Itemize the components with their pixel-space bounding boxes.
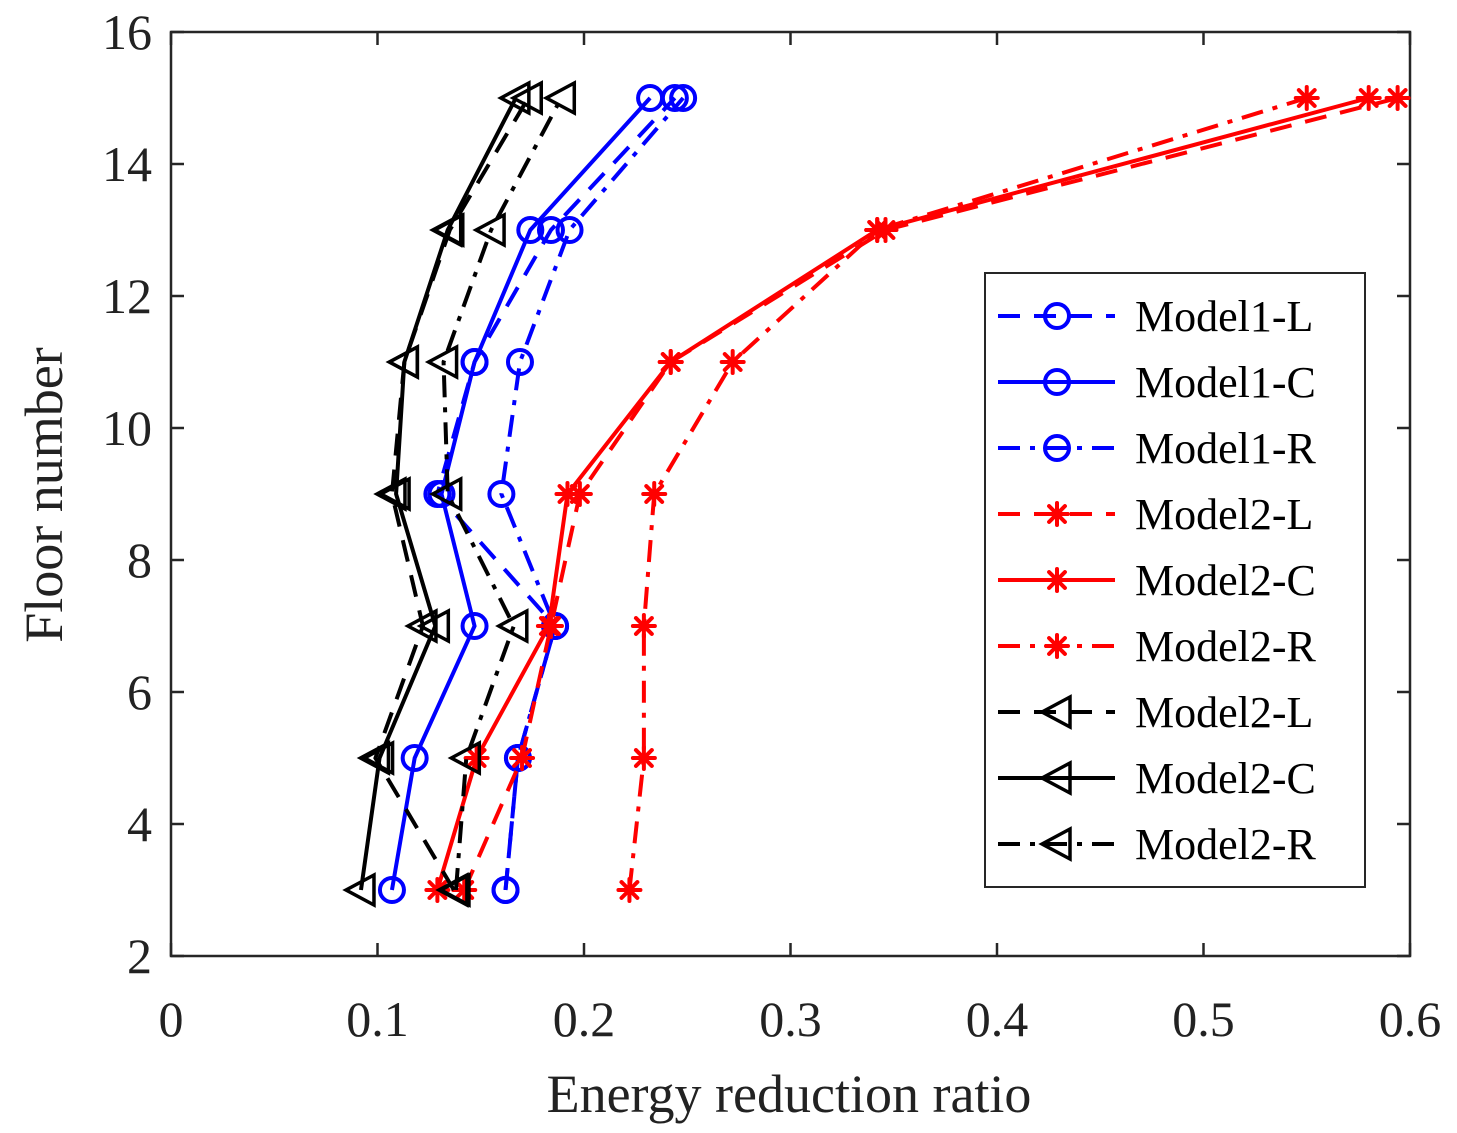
triangle-left-marker (429, 476, 463, 512)
star-marker (1044, 501, 1070, 527)
star-marker (1293, 85, 1320, 111)
x-tick-label: 0.5 (1172, 991, 1235, 1047)
triangle-left-marker (373, 476, 407, 512)
legend-label: Model1-R (1135, 424, 1317, 473)
circle-marker (377, 876, 406, 904)
circle-marker (516, 216, 545, 244)
circle-marker (1043, 434, 1071, 462)
y-tick-label: 6 (127, 664, 152, 720)
legend: Model1-L Model1-C Model1-R Model2-L Model2-C… (984, 272, 1366, 888)
triangle-left-marker (1038, 760, 1072, 796)
y-tick-label: 14 (102, 136, 152, 192)
triangle-left-marker (497, 80, 531, 116)
star-marker (864, 217, 891, 243)
y-tick-label: 8 (127, 532, 152, 588)
axes: 0 0.1 0.2 0.3 0.4 0.5 0.6 2 4 6 8 10 12 14 16 (102, 4, 1441, 1047)
x-tick-label: 0.2 (553, 991, 616, 1047)
triangle-left-marker (416, 608, 451, 644)
legend-label: Model2-L (1135, 688, 1313, 737)
star-marker (1044, 567, 1070, 593)
series-layer (342, 80, 1411, 908)
y-tick-label: 16 (102, 4, 152, 60)
star-marker (509, 745, 536, 771)
star-marker (463, 745, 490, 771)
legend-entry: Model2-C (998, 754, 1316, 803)
circle-marker (669, 84, 698, 112)
star-marker (554, 481, 581, 507)
circle-marker (636, 84, 665, 112)
series-model2-c-7 (342, 80, 531, 908)
legend-entry: Model1-C (998, 358, 1316, 407)
circle-marker (505, 348, 534, 376)
circle-marker (1043, 368, 1071, 396)
legend-entry: Model2-L (998, 490, 1313, 539)
x-tick-label: 0.1 (346, 991, 409, 1047)
triangle-left-marker (495, 608, 529, 644)
triangle-left-marker (342, 872, 376, 908)
series-model2-r-8 (424, 80, 577, 908)
star-marker (657, 349, 684, 375)
triangle-left-marker (377, 476, 411, 512)
circle-marker (1043, 302, 1071, 330)
triangle-left-marker (472, 212, 506, 248)
triangle-left-marker (356, 740, 391, 776)
x-tick-label: 0 (159, 991, 184, 1047)
legend-label: Model2-L (1135, 490, 1313, 539)
legend-label: Model1-C (1135, 358, 1316, 407)
series-line (358, 97, 518, 891)
legend-entry: Model2-R (998, 820, 1317, 869)
series-line (435, 96, 677, 891)
y-axis-label: Floor number (14, 347, 74, 642)
series-line (499, 96, 685, 891)
legend-entry: Model2-L (998, 688, 1313, 737)
circle-marker (491, 876, 520, 904)
triangle-left-marker (447, 740, 482, 776)
legend-entry: Model1-L (998, 292, 1313, 341)
y-tick-label: 10 (102, 400, 152, 456)
legend-entry: Model2-R (998, 622, 1317, 671)
x-tick-label: 0.3 (759, 991, 822, 1047)
circle-marker (460, 348, 489, 376)
legend-label: Model2-C (1135, 556, 1316, 605)
legend-label: Model2-C (1135, 754, 1316, 803)
legend-label: Model1-L (1135, 292, 1313, 341)
star-marker (630, 613, 657, 639)
triangle-left-marker (424, 344, 459, 380)
x-tick-label: 0.4 (966, 991, 1029, 1047)
y-tick-label: 4 (127, 796, 152, 852)
y-tick-label: 12 (102, 268, 152, 324)
circle-marker (460, 612, 489, 640)
star-marker (616, 877, 643, 903)
triangle-left-marker (385, 344, 420, 380)
star-marker (535, 613, 562, 639)
legend-entry: Model1-R (998, 424, 1317, 473)
series-line (441, 97, 564, 891)
y-tick-label: 2 (127, 928, 152, 984)
triangle-left-marker (1038, 694, 1072, 730)
star-marker (1355, 85, 1382, 111)
legend-entry: Model2-C (998, 556, 1316, 605)
star-marker (641, 481, 668, 507)
series-model1-c-1 (377, 84, 665, 904)
legend-label: Model2-R (1135, 622, 1317, 671)
x-tick-label: 0.6 (1379, 991, 1442, 1047)
legend-label: Model2-R (1135, 820, 1317, 869)
triangle-left-marker (1038, 826, 1072, 862)
circle-marker (400, 744, 429, 772)
circle-marker (536, 216, 565, 244)
star-marker (1044, 633, 1070, 659)
x-axis-label: Energy reduction ratio (547, 1064, 1032, 1124)
triangle-left-marker (360, 740, 395, 776)
star-marker (1384, 85, 1411, 111)
triangle-left-marker (437, 872, 471, 908)
star-marker (630, 745, 657, 771)
series-line (389, 96, 652, 891)
triangle-left-marker (542, 80, 577, 116)
triangle-left-marker (429, 212, 463, 248)
series-model2-r-5 (616, 85, 1320, 903)
circle-marker (555, 216, 584, 244)
star-marker (719, 349, 746, 375)
circle-marker (487, 480, 516, 508)
